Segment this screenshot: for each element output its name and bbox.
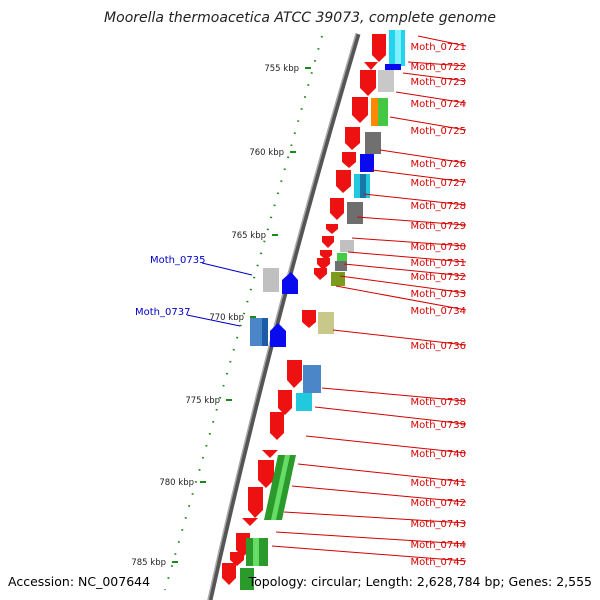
gene-arrow [282,272,298,294]
scale-tick-label: 770 kbp [209,313,244,323]
reverse-gene-labels: Moth_0735 Moth_0737 [135,255,253,327]
gene-label-moth_0730[interactable]: Moth_0730 [411,242,466,253]
gene-label-moth_0722[interactable]: Moth_0722 [411,62,466,73]
gene-leader-line [395,91,467,104]
gene-label-moth_0740[interactable]: Moth_0740 [411,449,466,460]
gene-label-moth_0736[interactable]: Moth_0736 [411,341,466,352]
gene-leader-line [379,149,467,164]
gene-label-moth_0741[interactable]: Moth_0741 [411,478,466,489]
accession-label: Accession: NC_007644 [8,574,150,589]
map-title: Moorella thermoacetica ATCC 39073, compl… [104,10,496,26]
gene-leader-line [343,263,467,277]
gene-leader-line [201,262,253,276]
gene-leader-line [186,314,241,327]
scale-tick-label: 760 kbp [249,148,284,158]
gene-label-moth_0732[interactable]: Moth_0732 [411,272,466,283]
gene-leader-line [332,329,467,346]
gene-leader-line [297,463,467,483]
gene-label-moth_0744[interactable]: Moth_0744 [411,540,466,551]
gene-label-moth_0737[interactable]: Moth_0737 [135,307,190,318]
gene-leader-line [291,485,467,503]
reverse-strand-genes [250,268,298,347]
gene-label-moth_0745[interactable]: Moth_0745 [411,557,466,568]
gene-label-moth_0728[interactable]: Moth_0728 [411,201,466,212]
scale-tick-label: 775 kbp [185,396,220,406]
gene-label-moth_0726[interactable]: Moth_0726 [411,159,466,170]
gene-leader-line [351,237,467,247]
gene-label-moth_0721[interactable]: Moth_0721 [411,42,466,53]
scale-tick-label: 780 kbp [159,478,194,488]
gene-leader-line [321,387,467,402]
genome-summary: Topology: circular; Length: 2,628,784 bp… [248,574,592,589]
scale-tick-label: 785 kbp [131,558,166,568]
gene-leader-line [389,116,467,131]
gene-label-moth_0725[interactable]: Moth_0725 [411,126,466,137]
gene-label-moth_0739[interactable]: Moth_0739 [411,420,466,431]
forward-gene-labels: Moth_0721 Moth_0722 Moth_0723 Moth_0724 Moth… [271,35,467,568]
gene-label-moth_0729[interactable]: Moth_0729 [411,221,466,232]
gene-leader-line [407,61,467,67]
forward-strand-genes [222,34,386,585]
gene-label-moth_0738[interactable]: Moth_0738 [411,397,466,408]
forward-strand-blocks [240,30,405,590]
gene-leader-line [417,35,467,47]
gene-leader-line [314,406,467,425]
gene-leader-line [271,545,467,562]
gene-label-moth_0723[interactable]: Moth_0723 [411,77,466,88]
gene-label-moth_0724[interactable]: Moth_0724 [411,99,466,110]
gene-leader-line [283,511,467,524]
gene-leader-line [347,251,467,263]
gene-leader-line [335,285,467,311]
gene-leader-line [339,275,467,294]
gene-leader-line [363,193,467,206]
gene-arrow [270,323,286,347]
gene-label-moth_0731[interactable]: Moth_0731 [411,258,466,269]
genome-backbone [207,33,361,600]
gene-label-moth_0735[interactable]: Moth_0735 [150,255,205,266]
gene-leader-line [356,216,467,226]
scale-tick-label: 755 kbp [264,64,299,74]
gene-leader-line [275,531,467,545]
gene-label-moth_0743[interactable]: Moth_0743 [411,519,466,530]
gene-block [263,268,279,292]
gene-label-moth_0733[interactable]: Moth_0733 [411,289,466,300]
gene-label-moth_0727[interactable]: Moth_0727 [411,178,466,189]
gene-leader-line [305,435,467,454]
gene-leader-line [402,72,467,82]
gene-leader-line [371,169,467,183]
gene-label-moth_0742[interactable]: Moth_0742 [411,498,466,509]
gene-label-moth_0734[interactable]: Moth_0734 [411,306,466,317]
scale-ticks: 755 kbp 760 kbp 765 kbp 770 kbp 775 kbp 780 k… [131,64,311,568]
scale-tick-label: 765 kbp [231,231,266,241]
